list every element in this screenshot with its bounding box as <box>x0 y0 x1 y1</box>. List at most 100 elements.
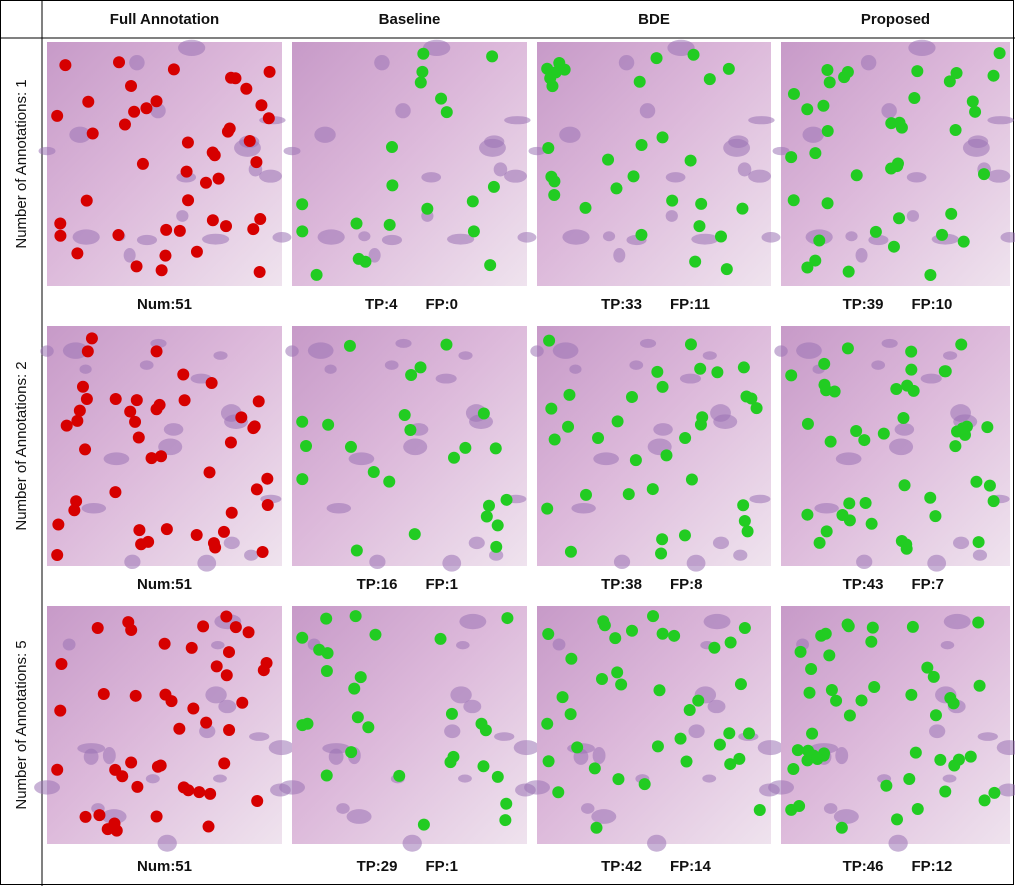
nucleus <box>702 775 716 783</box>
annotation-dot <box>350 610 362 622</box>
annotation-dot <box>345 441 357 453</box>
annotation-dot <box>54 217 66 229</box>
annotation-dot <box>843 497 855 509</box>
nucleus <box>436 374 457 384</box>
annotation-dot <box>386 179 398 191</box>
annotation-dot <box>653 684 665 696</box>
annotation-dot <box>545 171 557 183</box>
annotation-dot <box>571 741 583 753</box>
nucleus <box>213 775 227 783</box>
nucleus <box>603 231 615 241</box>
annotation-dot <box>54 705 66 717</box>
nucleus <box>629 360 643 370</box>
annotation-dot <box>978 168 990 180</box>
annotation-dot <box>311 269 323 281</box>
annotation-dot <box>362 721 374 733</box>
nucleus <box>103 747 116 764</box>
annotation-dot <box>77 381 89 393</box>
annotation-dot <box>628 170 640 182</box>
nucleus <box>273 232 292 243</box>
annotation-dot <box>359 256 371 268</box>
annotation-dot <box>296 632 308 644</box>
annotation-dot <box>159 689 171 701</box>
annotation-dot <box>801 509 813 521</box>
nucleus <box>941 641 955 649</box>
annotation-dot <box>296 198 308 210</box>
nucleus <box>524 780 550 794</box>
annotation-dot <box>98 688 110 700</box>
column-header: Baseline <box>379 11 441 28</box>
nucleus <box>856 555 872 569</box>
annotation-dot <box>905 364 917 376</box>
caption-tp: TP:33 <box>601 296 642 313</box>
annotation-dot <box>197 620 209 632</box>
nucleus <box>504 116 530 124</box>
row-label: Number of Annotations: 1 <box>13 79 30 248</box>
annotation-dot <box>200 717 212 729</box>
annotation-dot <box>822 197 834 209</box>
annotation-dot <box>159 250 171 262</box>
annotation-dot <box>723 727 735 739</box>
annotation-dot <box>151 95 163 107</box>
annotation-dot <box>207 214 219 226</box>
annotation-dot <box>348 683 360 695</box>
nucleus <box>871 360 885 370</box>
annotation-dot <box>836 509 848 521</box>
annotation-dot <box>206 377 218 389</box>
annotation-dot <box>322 647 334 659</box>
nucleus <box>987 170 1010 183</box>
caption-tp: TP:16 <box>357 576 398 593</box>
annotation-dot <box>553 57 565 69</box>
annotation-dot <box>440 339 452 351</box>
nucleus <box>581 803 594 814</box>
annotation-dot <box>178 781 190 793</box>
caption-tp: TP:4 <box>365 296 398 313</box>
annotation-dot <box>609 632 621 644</box>
annotation-dot <box>693 220 705 232</box>
annotation-dot <box>543 755 555 767</box>
nucleus <box>666 172 686 182</box>
annotation-dot <box>562 421 574 433</box>
nucleus <box>888 835 907 852</box>
annotation-dot <box>704 73 716 85</box>
nucleus <box>591 809 616 824</box>
caption-fp: FP:7 <box>912 576 945 593</box>
annotation-dot <box>951 67 963 79</box>
annotation-dot <box>459 442 471 454</box>
annotation-dot <box>261 657 273 669</box>
nucleus <box>421 172 441 182</box>
annotation-dot <box>580 489 592 501</box>
annotation-dot <box>187 702 199 714</box>
nucleus <box>329 749 344 765</box>
annotation-dot <box>911 65 923 77</box>
nucleus <box>768 780 794 794</box>
annotation-dot <box>173 723 185 735</box>
annotation-dot <box>161 523 173 535</box>
nucleus <box>211 641 225 649</box>
annotation-dot <box>842 66 854 78</box>
nucleus <box>347 809 372 824</box>
annotation-dot <box>468 225 480 237</box>
caption: Num:51 <box>137 576 192 593</box>
annotation-dot <box>940 365 952 377</box>
nucleus <box>688 724 704 738</box>
annotation-dot <box>867 622 879 634</box>
caption-fp: FP:0 <box>426 296 459 313</box>
annotation-dot <box>972 617 984 629</box>
nucleus <box>834 809 859 824</box>
annotation-dot <box>634 76 646 88</box>
annotation-dot <box>483 500 495 512</box>
annotation-dot <box>135 538 147 550</box>
annotation-dot <box>830 695 842 707</box>
annotation-dot <box>499 814 511 826</box>
annotation-dot <box>478 408 490 420</box>
annotation-dot <box>647 483 659 495</box>
annotation-dot <box>657 628 669 640</box>
nucleus <box>774 345 787 356</box>
annotation-dot <box>694 363 706 375</box>
nucleus <box>325 364 337 373</box>
annotation-dot <box>82 96 94 108</box>
annotation-dot <box>970 476 982 488</box>
annotation-dot <box>257 546 269 558</box>
annotation-dot <box>899 479 911 491</box>
